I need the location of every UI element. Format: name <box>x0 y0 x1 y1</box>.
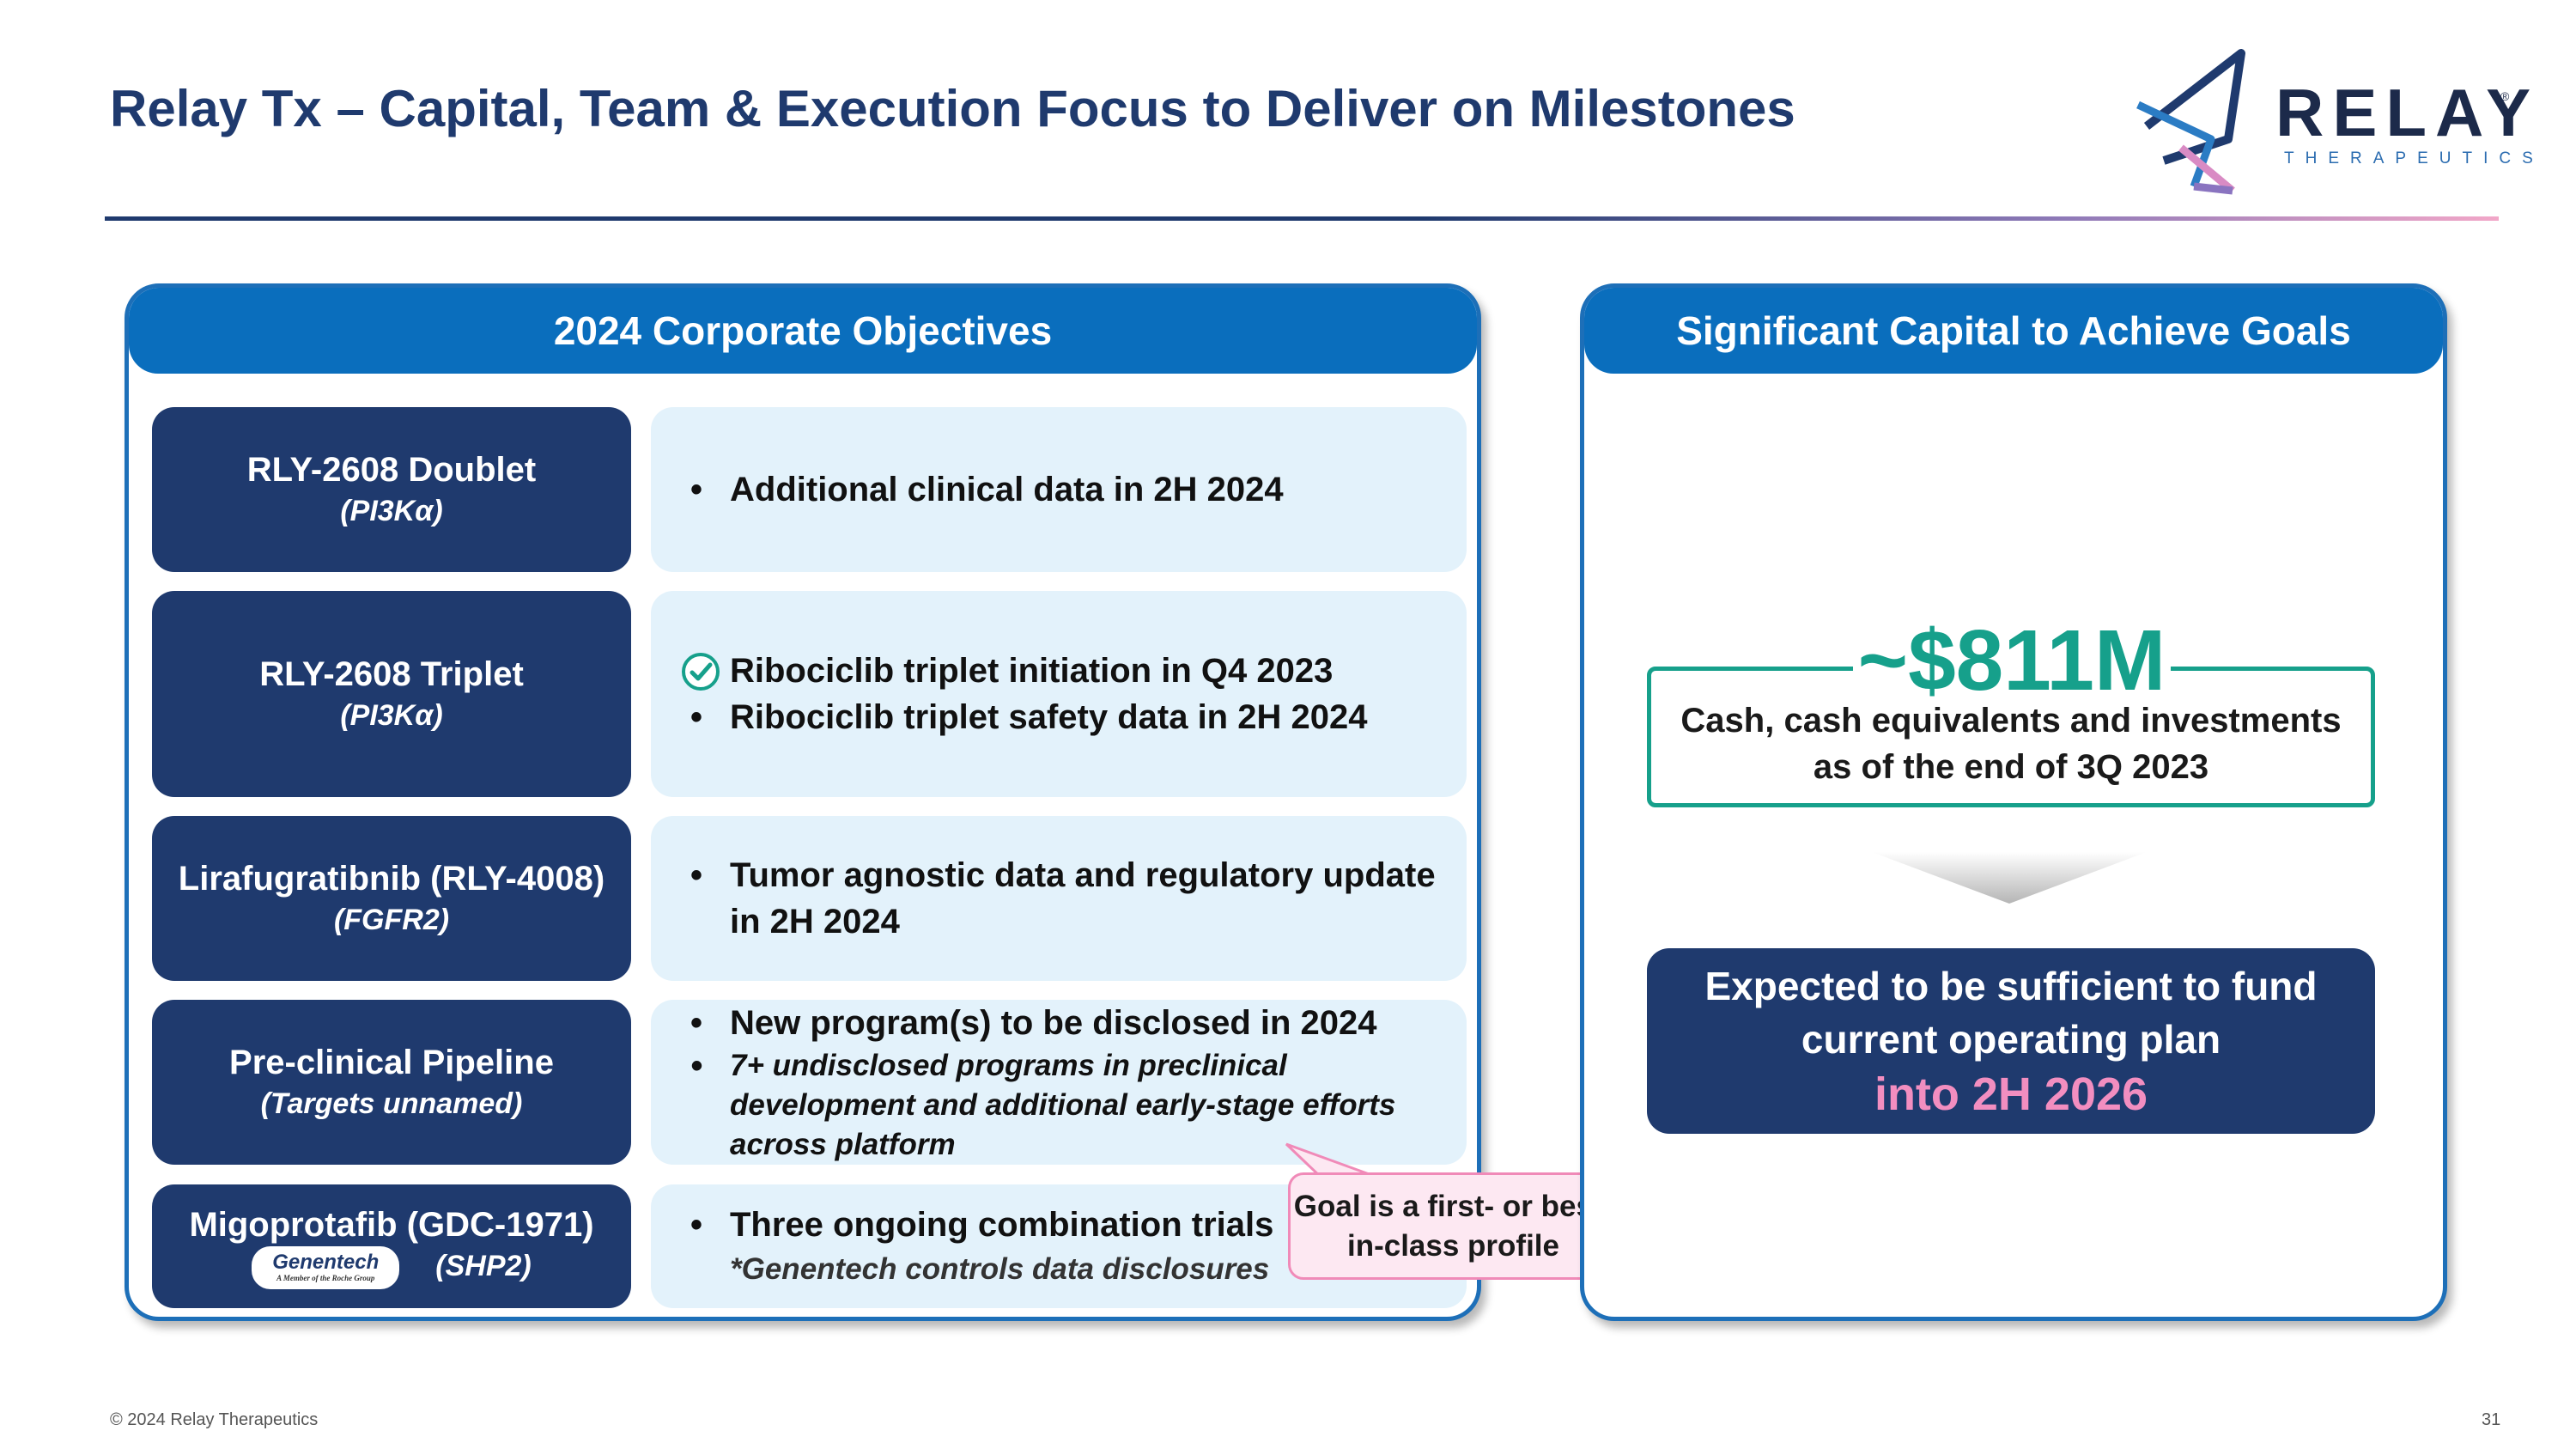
row-body-preclinical-pipeline: New program(s) to be disclosed in 2024 7… <box>651 1000 1467 1165</box>
partner-name: Genentech <box>272 1251 380 1274</box>
funding-text: Expected to be sufficient to fund curren… <box>1704 964 2318 1062</box>
funding-runway-date: into 2H 2026 <box>1874 1068 2148 1120</box>
objectives-header: 2024 Corporate Objectives <box>129 288 1477 374</box>
genentech-logo: Genentech A Member of the Roche Group <box>252 1246 400 1289</box>
program-target-row: Genentech A Member of the Roche Group (S… <box>252 1246 532 1289</box>
row-label-rly2608-triplet: RLY-2608 Triplet (PI3Kα) <box>152 591 631 797</box>
milestone-bullet-completed: Ribociclib triplet initiation in Q4 2023 <box>682 648 1467 694</box>
funding-runway-box: Expected to be sufficient to fund curren… <box>1647 948 2375 1134</box>
program-target: (FGFR2) <box>333 904 450 936</box>
program-target: (PI3Kα) <box>340 495 443 527</box>
milestone-bullet: Tumor agnostic data and regulatory updat… <box>690 852 1451 945</box>
milestone-text: Ribociclib triplet initiation in Q4 2023 <box>730 652 1334 690</box>
cash-description: Cash, cash equivalents and investments a… <box>1680 702 2342 786</box>
logo-registered-mark: ® <box>2500 89 2510 103</box>
milestone-bullet: Ribociclib triplet safety data in 2H 202… <box>690 694 1467 740</box>
relay-logo: RELAY ® THERAPEUTICS <box>2129 45 2533 199</box>
program-name: Lirafugratibnib (RLY-4008) <box>178 860 605 898</box>
program-target: (SHP2) <box>435 1249 532 1282</box>
slide-title: Relay Tx – Capital, Team & Execution Foc… <box>110 80 1795 137</box>
logo-wordmark: RELAY <box>2275 75 2540 150</box>
relay-logo-icon <box>2136 49 2245 195</box>
row-body-rly2608-triplet: Ribociclib triplet initiation in Q4 2023… <box>651 591 1467 797</box>
disclosure-note: *Genentech controls data disclosures <box>730 1252 1270 1286</box>
row-label-preclinical-pipeline: Pre-clinical Pipeline (Targets unnamed) <box>152 1000 631 1165</box>
capital-panel: Significant Capital to Achieve Goals <box>1580 283 2447 1321</box>
title-divider <box>105 216 2499 221</box>
program-name: Migoprotafib (GDC-1971) <box>189 1205 594 1244</box>
milestone-bullet: New program(s) to be disclosed in 2024 <box>690 1000 1467 1046</box>
program-name: RLY-2608 Triplet <box>259 655 524 693</box>
milestone-bullet: Three ongoing combination trials <box>690 1202 1467 1248</box>
row-label-rly2608-doublet: RLY-2608 Doublet (PI3Kα) <box>152 407 631 572</box>
row-label-lirafugratinib: Lirafugratibnib (RLY-4008) (FGFR2) <box>152 816 631 981</box>
row-label-migoprotafib: Migoprotafib (GDC-1971) Genentech A Memb… <box>152 1184 631 1308</box>
checkmark-circle-icon <box>682 653 720 691</box>
cash-amount: ~$811M <box>1853 612 2171 709</box>
row-body-lirafugratinib: Tumor agnostic data and regulatory updat… <box>651 816 1467 981</box>
page-number: 31 <box>2482 1410 2501 1429</box>
capital-header: Significant Capital to Achieve Goals <box>1584 288 2443 374</box>
logo-subtitle: THERAPEUTICS <box>2284 149 2544 167</box>
program-name: RLY-2608 Doublet <box>246 451 537 489</box>
program-name: Pre-clinical Pipeline <box>229 1044 554 1081</box>
copyright-footer: © 2024 Relay Therapeutics <box>110 1410 319 1429</box>
goal-callout: Goal is a first- or best-in-class profil… <box>1288 1172 1619 1280</box>
program-target: (Targets unnamed) <box>260 1087 523 1120</box>
partner-subtitle: A Member of the Roche Group <box>276 1274 375 1282</box>
row-body-rly2608-doublet: Additional clinical data in 2H 2024 <box>651 407 1467 572</box>
down-arrow-icon <box>1872 852 2147 904</box>
milestone-bullet-detail: 7+ undisclosed programs in preclinical d… <box>690 1046 1451 1165</box>
program-target: (PI3Kα) <box>340 699 443 732</box>
milestone-bullet: Additional clinical data in 2H 2024 <box>690 466 1467 513</box>
objectives-panel: 2024 Corporate Objectives RLY-2608 Doubl… <box>125 283 1481 1321</box>
